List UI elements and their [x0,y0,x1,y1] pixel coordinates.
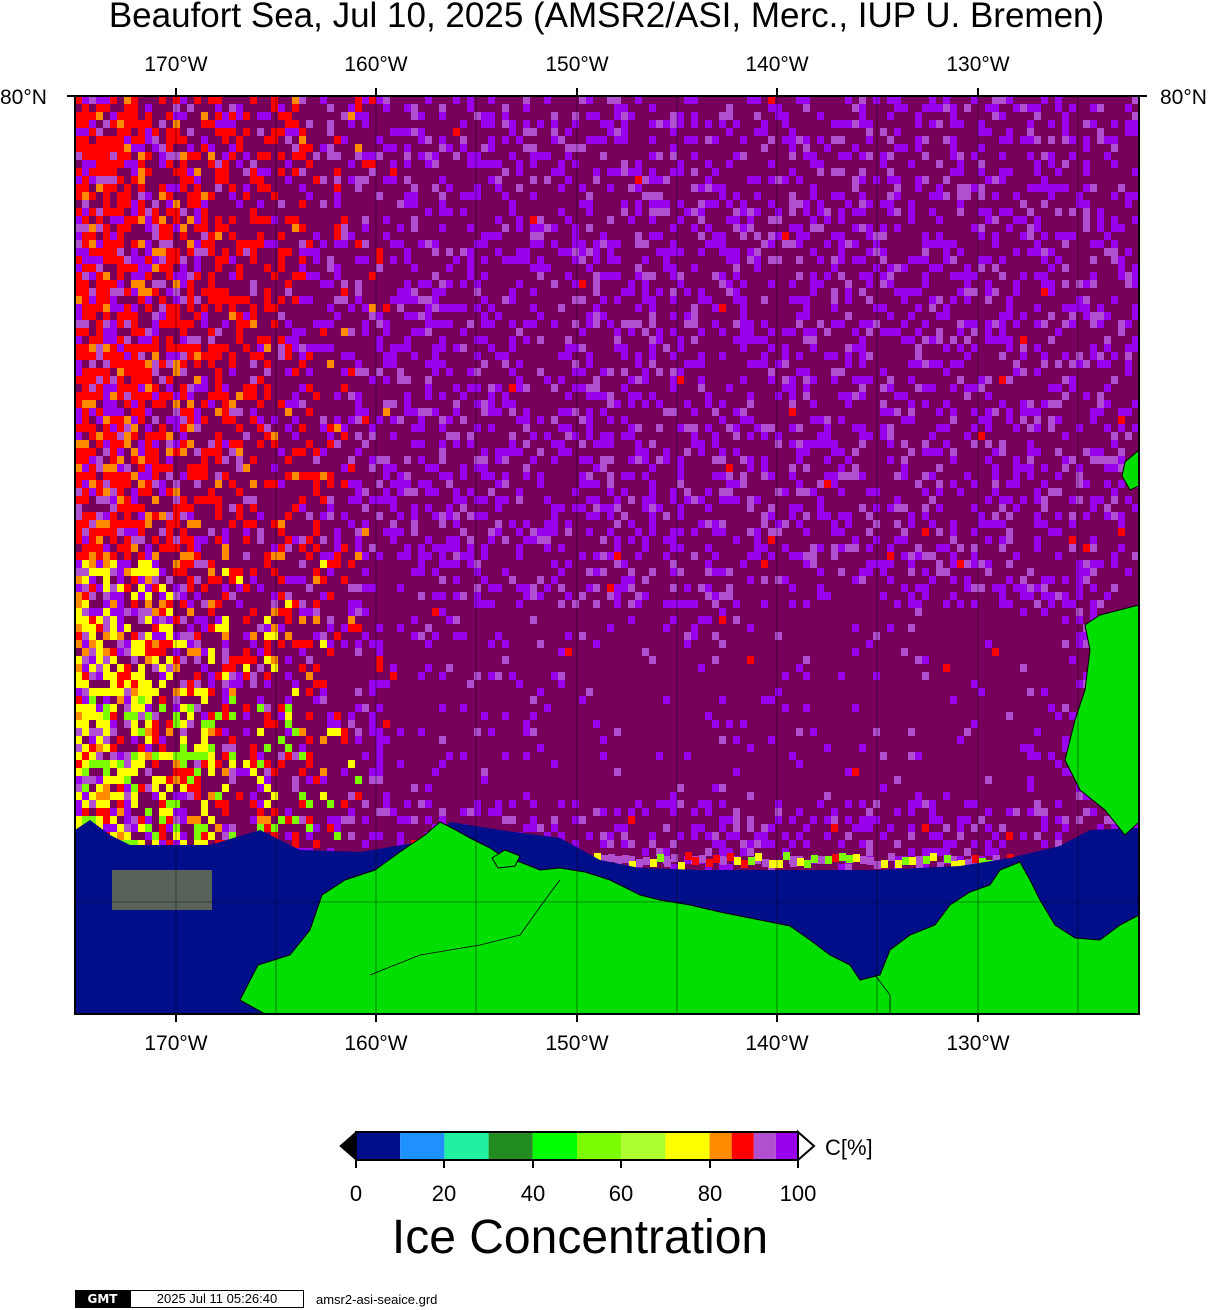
bottom-lon-label-150w: 150°W [545,1032,609,1055]
colorbar-bin [621,1132,666,1160]
left-lat-label: 80°N [0,86,47,109]
map-frame [74,95,1140,1015]
colorbar-tick-label: 100 [779,1181,817,1206]
bottom-lon-label-130w: 130°W [946,1032,1010,1055]
colorbar-bin [488,1132,533,1160]
colorbar-frame [355,1131,799,1161]
colorbar-tick-label: 40 [520,1181,546,1206]
border-line [874,974,891,1014]
bottom-lon-label-170w: 170°W [144,1032,208,1055]
top-lon-label-130w: 130°W [946,53,1010,76]
timestamp: 2025 Jul 11 05:26:40 [130,1290,304,1308]
colorbar-over-triangle [797,1129,816,1163]
colorbar-tick-label: 0 [349,1181,363,1206]
colorbar-bins [356,1132,798,1160]
colorbar-ticks [355,1160,799,1168]
colorbar-under-triangle [339,1130,357,1162]
top-lon-label-140w: 140°W [745,53,809,76]
right-lat-label: 80°N [1160,86,1207,109]
border-line [369,879,561,976]
colorbar-bin [356,1132,401,1160]
colorbar-bin [665,1132,710,1160]
colorbar-bin [444,1132,489,1160]
coastal-island-land [491,849,521,869]
gmt-logo: GMT [75,1290,130,1308]
colorbar-tick-label: 60 [608,1181,634,1206]
top-lon-label-160w: 160°W [344,53,408,76]
ice-edge-cells [112,870,212,910]
colorbar-bin [775,1132,798,1160]
colorbar-bin [532,1132,577,1160]
colorbar-bin [577,1132,622,1160]
colorbar-title: Ice Concentration [391,1211,769,1264]
bottom-lon-label-140w: 140°W [745,1032,809,1055]
alaska-land [239,821,1139,1014]
map-ticks [67,88,1147,1022]
grid-filename: amsr2-asi-seaice.grd [316,1292,438,1307]
colorbar-bin [709,1132,732,1160]
top-lon-label-150w: 150°W [545,53,609,76]
colorbar-tick-label: 80 [697,1181,723,1206]
bottom-lon-label-160w: 160°W [344,1032,408,1055]
colorbar-bin [753,1132,776,1160]
banks-island-land [1064,604,1139,836]
map-title: Beaufort Sea, Jul 10, 2025 (AMSR2/ASI, M… [108,0,1105,35]
top-lon-label-170w: 170°W [144,53,208,76]
graticule [75,96,1139,1014]
colorbar-bin [731,1132,754,1160]
colorbar-unit-label: C[%] [825,1135,873,1160]
island-north-land [1121,449,1139,491]
colorbar-tick-label: 20 [431,1181,457,1206]
colorbar-bin [400,1132,445,1160]
